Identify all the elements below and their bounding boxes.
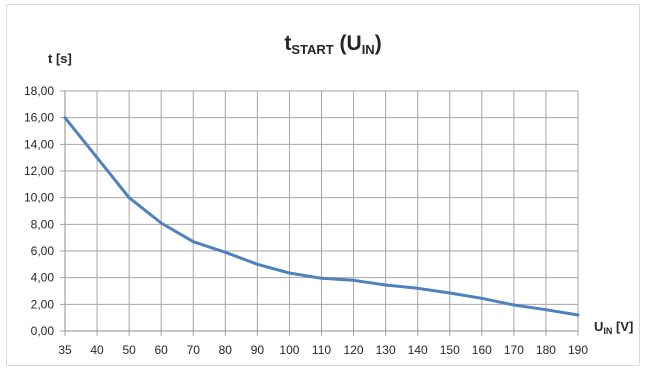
title-sub: START [291, 42, 333, 57]
title-open: (U [334, 32, 362, 55]
grid-lines [60, 90, 579, 336]
x-tick-label: 90 [251, 343, 265, 357]
x-tick-label: 140 [408, 343, 428, 357]
y-tick-label: 12,00 [24, 164, 54, 178]
x-tick-label: 190 [568, 343, 588, 357]
y-tick-label: 14,00 [24, 137, 54, 151]
y-tick-label: 10,00 [24, 191, 54, 205]
x-tick-label: 80 [219, 343, 233, 357]
x-tick-label: 180 [536, 343, 556, 357]
chart-title: tSTART (UIN) [284, 32, 381, 57]
x-tick-label: 60 [155, 343, 169, 357]
y-tick-label: 16,00 [24, 111, 54, 125]
x-tick-label: 70 [187, 343, 201, 357]
x-tick-label: 35 [58, 343, 72, 357]
x-tick-label: 170 [504, 343, 524, 357]
x-label-unit: [V] [612, 319, 633, 334]
title-close: ) [375, 32, 382, 55]
x-axis-label: UIN [V] [594, 319, 633, 336]
axes [64, 91, 578, 332]
x-label-sub: IN [603, 326, 612, 336]
chart-frame [6, 4, 640, 366]
x-label-main: U [594, 319, 603, 334]
x-tick-label: 150 [440, 343, 460, 357]
x-tick-label: 130 [376, 343, 396, 357]
y-axis-label: t [s] [48, 51, 72, 66]
y-tick-label: 2,00 [31, 297, 55, 311]
y-tick-labels: 0,00 2,00 4,00 6,00 8,00 10,00 12,00 14,00 16,00… [24, 84, 54, 338]
title-main: t [284, 32, 291, 55]
y-tick-label: 4,00 [31, 271, 55, 285]
y-tick-label: 6,00 [31, 244, 55, 258]
title-sub2: IN [362, 42, 375, 57]
series-layer [63, 116, 580, 317]
x-tick-label: 50 [122, 343, 136, 357]
x-tick-label: 160 [472, 343, 492, 357]
x-tick-label: 110 [312, 343, 331, 357]
x-tick-label: 40 [90, 343, 104, 357]
x-tick-label: 100 [279, 343, 299, 357]
y-tick-label: 0,00 [31, 324, 55, 338]
x-tick-label: 120 [344, 343, 364, 357]
y-tick-label: 8,00 [31, 217, 55, 231]
y-tick-label: 18,00 [24, 84, 54, 98]
x-tick-labels: 35 40 50 60 70 80 90 100 110 120 130 140 150 160 170 18… [58, 343, 588, 357]
